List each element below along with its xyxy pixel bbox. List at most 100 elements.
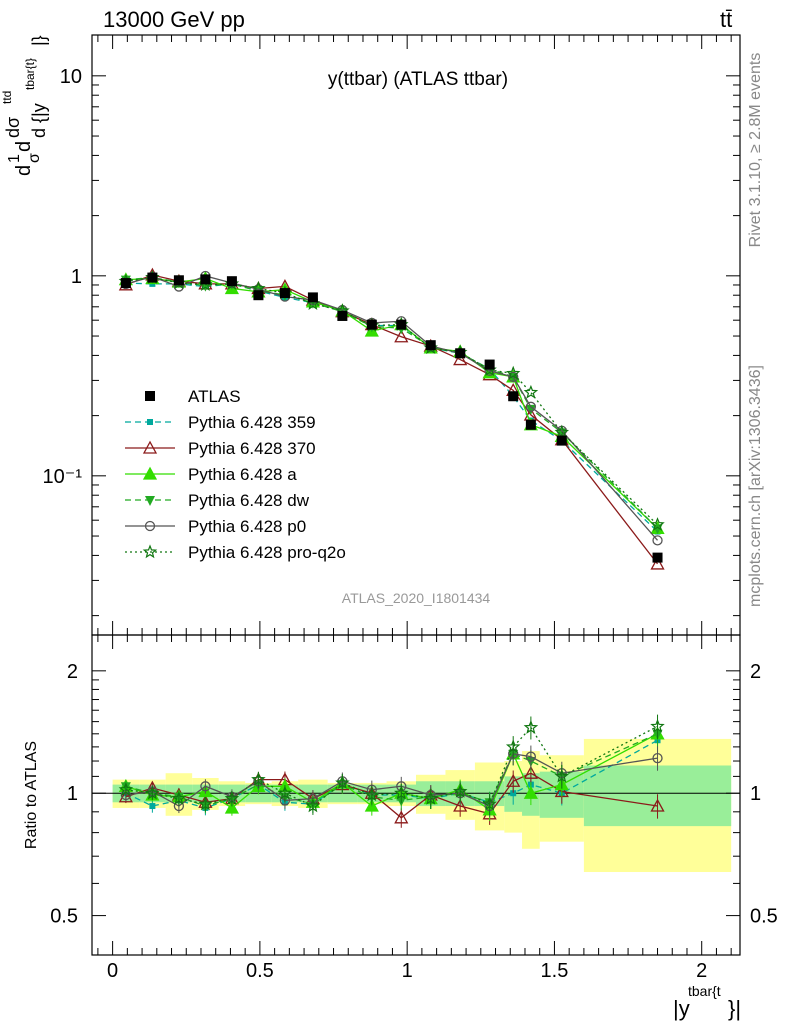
main-point-atlas [226, 276, 237, 287]
main-point-atlas [147, 272, 158, 283]
chart-title: y(ttbar) (ATLAS ttbar) [328, 69, 508, 90]
main-point-atlas [652, 552, 663, 563]
main-point-p370 [650, 556, 665, 570]
main-point-atlas [307, 292, 318, 303]
main-ytick-label: 10⁻¹ [43, 466, 83, 488]
legend-item-p359: Pythia 6.428 359 [125, 413, 316, 432]
main-point-p370 [453, 352, 468, 366]
main-ylabel-d1: d [13, 165, 35, 176]
legend-item-pdw: Pythia 6.428 dw [125, 491, 310, 510]
legend-label-pp0: Pythia 6.428 p0 [188, 517, 306, 536]
legend-item-p370: Pythia 6.428 370 [125, 439, 316, 458]
legend-marker-pq2o [142, 544, 158, 559]
legend: ATLAS Pythia 6.428 359 Pythia 6.428 370 Pyt… [125, 387, 346, 562]
analysis-id-label: ATLAS_2020_I1801434 [342, 590, 491, 606]
main-point-atlas [120, 278, 131, 289]
ratio-point-p370 [523, 765, 538, 779]
xtick-label: 1 [402, 960, 413, 982]
ratio-point-pq2o [364, 787, 380, 802]
main-point-pp0 [508, 371, 519, 383]
ratio-point-pq2o [224, 790, 240, 805]
ratio-point-pq2o [171, 790, 187, 805]
ratio-point-pq2o [423, 790, 438, 805]
ratio-point-pq2o [251, 771, 266, 786]
main-point-atlas [525, 419, 536, 430]
legend-label-pa: Pythia 6.428 a [188, 465, 297, 484]
ratio-frame [91, 634, 741, 956]
legend-label-pq2o: Pythia 6.428 pro-q2o [188, 543, 346, 562]
main-point-pq2o [523, 384, 539, 399]
main-ytick-label: 10 [60, 66, 82, 88]
main-point-pp0 [652, 535, 663, 546]
main-point-atlas [200, 274, 211, 285]
legend-item-pq2o: Pythia 6.428 pro-q2o [125, 543, 346, 562]
ratio-point-pp0 [200, 781, 211, 792]
main-point-atlas [366, 319, 377, 330]
legend-marker-pdw [145, 496, 155, 506]
ratio-ytick-label-right: 0.5 [750, 906, 778, 928]
legend-label-pdw: Pythia 6.428 dw [188, 491, 310, 510]
ratio-point-pq2o [118, 782, 134, 796]
ratio-ytick-label-left: 0.5 [50, 906, 78, 928]
ratio-point-pa [523, 785, 538, 799]
xtick-label: 0 [107, 960, 118, 982]
ratio-point-pq2o [305, 798, 321, 813]
main-point-atlas [173, 275, 184, 286]
ratio-line-pp0 [125, 753, 658, 807]
xlabel-sup: tbar{t [688, 983, 721, 999]
xlabel-tail: }| [728, 996, 741, 1021]
main-point-atlas [279, 288, 290, 299]
legend-item-pp0: Pythia 6.428 p0 [125, 517, 306, 536]
ratio-point-pq2o [145, 785, 160, 800]
ratio-point-p359 [510, 790, 517, 797]
ratio-ytick-label-right: 2 [750, 661, 761, 683]
xlabel-main: |y [673, 996, 690, 1021]
legend-marker-pp0 [144, 520, 156, 532]
main-point-pq2o [554, 424, 570, 439]
process-label: tt̄ [720, 7, 732, 32]
legend-marker-p359 [147, 419, 153, 425]
legend-label-p359: Pythia 6.428 359 [188, 413, 316, 432]
ratio-line-pdw [125, 733, 658, 807]
series-atlas [120, 272, 663, 563]
ratio-point-p370 [394, 810, 409, 824]
main-point-atlas [425, 340, 436, 351]
main-ylabel-tsup: tbar{t} [23, 58, 37, 90]
rivet-label: Rivet 3.1.10, ≥ 2.8M events [747, 53, 764, 248]
main-point-atlas [556, 435, 567, 446]
ratio-point-pq2o [650, 718, 665, 733]
main-ylabel-dy: d {|y [29, 103, 49, 138]
ratio-ytick-label-right: 1 [750, 783, 761, 805]
main-point-atlas [396, 319, 407, 330]
main-point-pq2o [650, 517, 665, 531]
energy-label: 13000 GeV pp [103, 7, 245, 32]
ratio-point-pq2o [452, 783, 468, 798]
main-point-atlas [508, 391, 519, 402]
main-point-atlas [253, 290, 264, 301]
main-ytick-label: 1 [71, 266, 82, 288]
main-point-pq2o [505, 365, 521, 380]
main-point-atlas [337, 310, 348, 321]
legend-item-atlas: ATLAS [145, 387, 241, 406]
ratio-point-pq2o [554, 768, 570, 783]
main-ylabel-sigma: σ [26, 153, 43, 163]
main-ylabel: d 1 σ d dσ ttd d {|y tbar{t} |} [0, 35, 49, 176]
ratio-point-pq2o [198, 796, 213, 811]
main-ylabel-dsigma: dσ [3, 117, 23, 138]
legend-marker-pa [142, 466, 158, 480]
main-point-atlas [455, 348, 466, 359]
main-point-atlas [484, 359, 495, 370]
main-ylabel-close: |} [29, 35, 49, 46]
ratio-point-pp0 [525, 751, 537, 762]
ratio-point-pa [224, 800, 240, 814]
ratio-point-pq2o [482, 796, 497, 811]
ratio-point-pq2o [394, 785, 409, 800]
ratio-point-p359 [149, 803, 156, 810]
main-ylabel-d2: d [13, 141, 35, 152]
main-point-pdw [525, 404, 536, 415]
ratio-point-p370 [506, 773, 521, 787]
axes-frame: 10 1 10⁻¹ 2 2 1 1 0.5 0.5 0 0.5 1 1.5 2 [43, 34, 778, 982]
legend-label-atlas: ATLAS [188, 387, 241, 406]
ratio-point-p370 [650, 798, 665, 812]
